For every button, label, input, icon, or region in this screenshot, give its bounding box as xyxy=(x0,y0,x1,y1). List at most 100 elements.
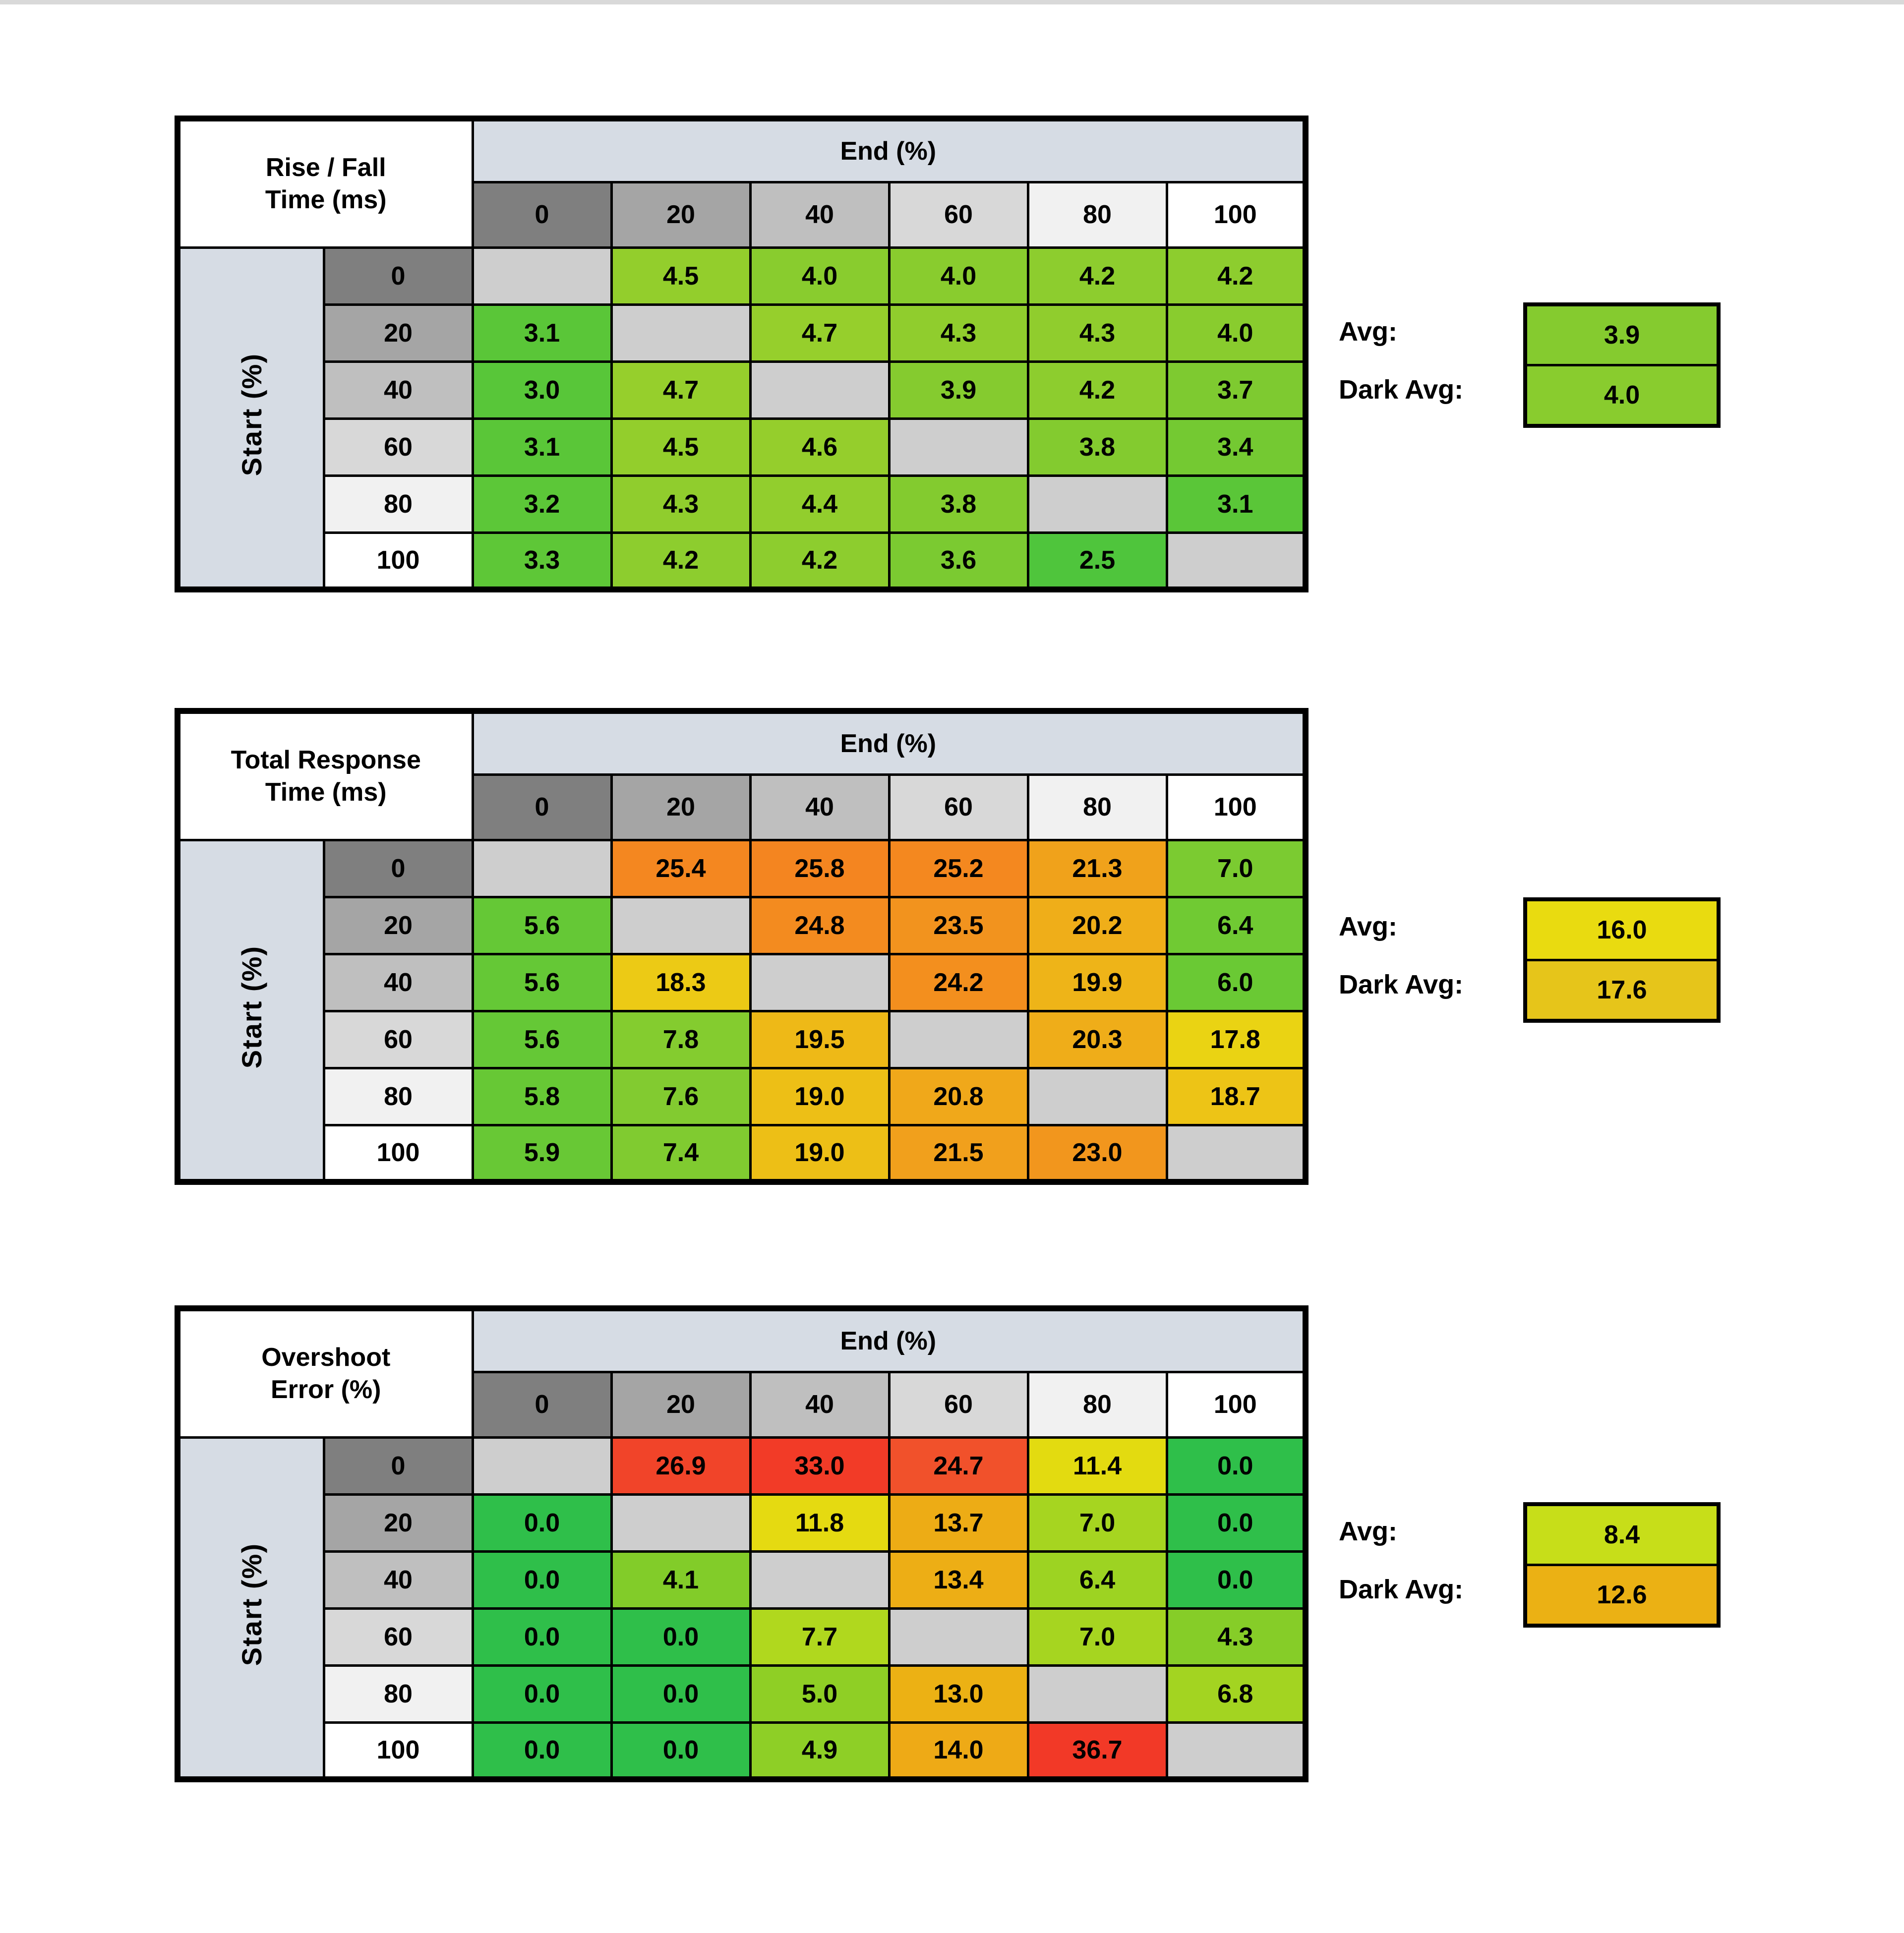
col-header-40: 40 xyxy=(749,180,891,249)
data-cell: 13.7 xyxy=(888,1493,1029,1553)
col-axis-label: End (%) xyxy=(471,117,1307,183)
overshoot-error-heatmap: Overshoot Error (%) End (%) 0 20 40 60 80 100 Sta… xyxy=(175,1305,1309,1782)
data-cell: 6.8 xyxy=(1165,1664,1307,1724)
diagonal-blank-cell xyxy=(610,1493,752,1553)
col-header-100: 100 xyxy=(1165,1370,1307,1439)
data-cell: 7.7 xyxy=(749,1607,891,1667)
data-cell: 4.5 xyxy=(610,417,752,477)
row-axis-label-text: Start (%) xyxy=(236,352,267,476)
row-header-20: 20 xyxy=(322,895,474,955)
data-cell: 4.6 xyxy=(749,417,891,477)
col-header-0: 0 xyxy=(471,773,613,841)
data-cell: 3.8 xyxy=(1026,417,1168,477)
data-cell: 0.0 xyxy=(471,1493,613,1553)
row-header-0: 0 xyxy=(322,1436,474,1496)
data-cell: 23.5 xyxy=(888,895,1029,955)
diagonal-blank-cell xyxy=(749,1550,891,1610)
data-cell: 7.4 xyxy=(610,1123,752,1183)
row-header-40: 40 xyxy=(322,360,474,420)
data-cell: 4.3 xyxy=(610,474,752,534)
row-header-100: 100 xyxy=(322,1721,474,1781)
data-cell: 4.0 xyxy=(1165,303,1307,363)
total-response-time-heatmap: Total Response Time (ms) End (%) 0 20 40 60 80 1… xyxy=(175,708,1309,1185)
diagonal-blank-cell xyxy=(888,417,1029,477)
row-header-60: 60 xyxy=(322,417,474,477)
data-cell: 4.3 xyxy=(1165,1607,1307,1667)
data-cell: 19.5 xyxy=(749,1009,891,1069)
col-header-100: 100 xyxy=(1165,773,1307,841)
data-cell: 5.6 xyxy=(471,1009,613,1069)
row-header-100: 100 xyxy=(322,531,474,591)
row-axis-label: Start (%) xyxy=(176,1436,325,1781)
data-cell: 19.9 xyxy=(1026,952,1168,1012)
diagonal-blank-cell xyxy=(610,303,752,363)
data-cell: 5.9 xyxy=(471,1123,613,1183)
data-cell: 19.0 xyxy=(749,1123,891,1183)
data-cell: 7.0 xyxy=(1026,1493,1168,1553)
data-cell: 3.6 xyxy=(888,531,1029,591)
data-cell: 4.2 xyxy=(1165,246,1307,306)
diagonal-blank-cell xyxy=(749,952,891,1012)
data-cell: 0.0 xyxy=(610,1721,752,1781)
row-header-100: 100 xyxy=(322,1123,474,1183)
data-cell: 24.2 xyxy=(888,952,1029,1012)
data-cell: 3.9 xyxy=(888,360,1029,420)
data-cell: 25.4 xyxy=(610,838,752,898)
col-header-20: 20 xyxy=(610,180,752,249)
col-header-80: 80 xyxy=(1026,180,1168,249)
diagonal-blank-cell xyxy=(471,1436,613,1496)
data-cell: 14.0 xyxy=(888,1721,1029,1781)
data-cell: 25.2 xyxy=(888,838,1029,898)
data-cell: 0.0 xyxy=(471,1607,613,1667)
data-cell: 4.3 xyxy=(1026,303,1168,363)
data-cell: 0.0 xyxy=(1165,1436,1307,1496)
data-cell: 4.7 xyxy=(610,360,752,420)
diagonal-blank-cell xyxy=(888,1009,1029,1069)
diagonal-blank-cell xyxy=(1165,1123,1307,1183)
data-cell: 0.0 xyxy=(610,1607,752,1667)
row-axis-label: Start (%) xyxy=(176,246,325,591)
diagonal-blank-cell xyxy=(888,1607,1029,1667)
data-cell: 23.0 xyxy=(1026,1123,1168,1183)
row-header-20: 20 xyxy=(322,1493,474,1553)
row-axis-label-text: Start (%) xyxy=(236,945,267,1068)
avg-label: Avg: xyxy=(1339,1516,1397,1546)
summary-value-box: 16.0 17.6 xyxy=(1523,897,1721,1023)
data-cell: 7.0 xyxy=(1165,838,1307,898)
summary-labels: Avg: Dark Avg: xyxy=(1339,302,1523,418)
data-cell: 17.8 xyxy=(1165,1009,1307,1069)
total-response-summary: Avg: Dark Avg: 16.0 17.6 xyxy=(1339,897,1721,1023)
dark-avg-value: 12.6 xyxy=(1527,1564,1717,1624)
data-cell: 20.2 xyxy=(1026,895,1168,955)
data-cell: 4.9 xyxy=(749,1721,891,1781)
overshoot-summary: Avg: Dark Avg: 8.4 12.6 xyxy=(1339,1502,1721,1628)
table-title: Rise / Fall Time (ms) xyxy=(176,117,474,249)
data-cell: 4.2 xyxy=(1026,246,1168,306)
data-cell: 4.1 xyxy=(610,1550,752,1610)
data-cell: 6.0 xyxy=(1165,952,1307,1012)
table-title: Total Response Time (ms) xyxy=(176,709,474,841)
diagonal-blank-cell xyxy=(1026,474,1168,534)
table-title: Overshoot Error (%) xyxy=(176,1307,474,1439)
data-cell: 0.0 xyxy=(471,1721,613,1781)
row-header-60: 60 xyxy=(322,1607,474,1667)
data-cell: 3.1 xyxy=(471,417,613,477)
data-cell: 4.2 xyxy=(749,531,891,591)
dark-avg-label: Dark Avg: xyxy=(1339,374,1464,405)
row-header-80: 80 xyxy=(322,1066,474,1126)
data-cell: 21.5 xyxy=(888,1123,1029,1183)
data-cell: 3.7 xyxy=(1165,360,1307,420)
data-cell: 11.4 xyxy=(1026,1436,1168,1496)
diagonal-blank-cell xyxy=(471,838,613,898)
data-cell: 0.0 xyxy=(471,1550,613,1610)
data-cell: 3.3 xyxy=(471,531,613,591)
row-axis-label: Start (%) xyxy=(176,838,325,1183)
dark-avg-value: 17.6 xyxy=(1527,959,1717,1019)
data-cell: 4.0 xyxy=(888,246,1029,306)
data-cell: 18.3 xyxy=(610,952,752,1012)
row-header-0: 0 xyxy=(322,838,474,898)
row-header-80: 80 xyxy=(322,1664,474,1724)
col-header-0: 0 xyxy=(471,1370,613,1439)
col-header-40: 40 xyxy=(749,773,891,841)
data-cell: 11.8 xyxy=(749,1493,891,1553)
